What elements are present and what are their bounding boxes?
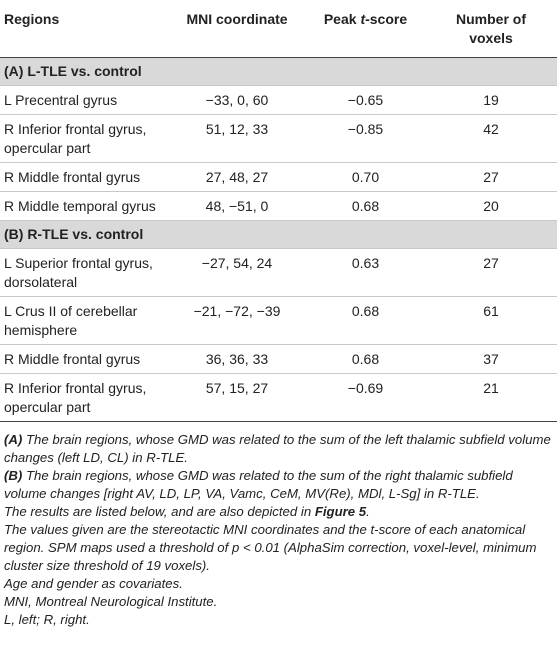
header-mni: MNI coordinate: [168, 0, 306, 58]
footnote-covariates: Age and gender as covariates.: [4, 576, 183, 591]
cell-region: L Crus II of cerebellar hemisphere: [0, 296, 168, 345]
cell-mni: 48, −51, 0: [168, 191, 306, 221]
footnote-listed: The results are listed below, and are al…: [4, 503, 553, 521]
cell-t-score: 0.70: [306, 162, 425, 192]
header-peak: Peak t-score: [306, 0, 425, 58]
table-footnotes: (A) The brain regions, whose GMD was rel…: [0, 422, 557, 629]
footnote-b: (B) The brain regions, whose GMD was rel…: [4, 467, 553, 503]
footnote-listed-suffix: .: [366, 504, 370, 519]
cell-mni: 57, 15, 27: [168, 373, 306, 422]
header-peak-suffix: -score: [365, 11, 408, 27]
footnote-abbrev: L, left; R, right.: [4, 612, 90, 627]
footnote-a-text: The brain regions, whose GMD was related…: [4, 432, 551, 465]
cell-t-score: 0.68: [306, 191, 425, 221]
footnote-b-text: The brain regions, whose GMD was related…: [4, 468, 513, 501]
cell-mni: −27, 54, 24: [168, 248, 306, 297]
cell-mni: 36, 36, 33: [168, 344, 306, 374]
table-row: R Inferior frontal gyrus, opercular part…: [0, 114, 557, 163]
footnote-values: The values given are the stereotactic MN…: [4, 522, 537, 573]
cell-t-score: 0.68: [306, 296, 425, 345]
table-row: L Crus II of cerebellar hemisphere −21, …: [0, 296, 557, 345]
section-row: (B) R-TLE vs. control: [0, 220, 557, 249]
cell-mni: 51, 12, 33: [168, 114, 306, 163]
cell-mni: 27, 48, 27: [168, 162, 306, 192]
header-peak-italic: t: [360, 11, 366, 27]
cell-voxels: 27: [425, 248, 557, 297]
cell-voxels: 42: [425, 114, 557, 163]
cell-t-score: −0.65: [306, 85, 425, 115]
cell-voxels: 19: [425, 85, 557, 115]
table-row: L Precentral gyrus −33, 0, 60 −0.65 19: [0, 85, 557, 115]
header-voxels: Number of voxels: [425, 0, 557, 58]
footnote-a: (A) The brain regions, whose GMD was rel…: [4, 431, 553, 467]
footnote-a-label: (A): [4, 432, 23, 447]
header-regions: Regions: [0, 0, 168, 58]
header-voxels-line2: voxels: [469, 30, 513, 46]
cell-region: L Precentral gyrus: [0, 85, 168, 115]
cell-region: R Inferior frontal gyrus, opercular part: [0, 114, 168, 163]
section-title-b: (B) R-TLE vs. control: [0, 220, 557, 249]
cell-voxels: 61: [425, 296, 557, 345]
cell-t-score: −0.85: [306, 114, 425, 163]
cell-voxels: 37: [425, 344, 557, 374]
table-header: Regions MNI coordinate Peak t-score Numb…: [0, 0, 557, 58]
footnote-mni: MNI, Montreal Neurological Institute.: [4, 594, 218, 609]
cell-region: L Superior frontal gyrus, dorsolateral: [0, 248, 168, 297]
section-title-a: (A) L-TLE vs. control: [0, 57, 557, 86]
cell-region: R Middle frontal gyrus: [0, 344, 168, 374]
footnote-listed-prefix: The results are listed below, and are al…: [4, 504, 315, 519]
header-voxels-line1: Number of: [456, 11, 526, 27]
cell-t-score: 0.68: [306, 344, 425, 374]
table-row: R Middle frontal gyrus 27, 48, 27 0.70 2…: [0, 162, 557, 192]
cell-t-score: −0.69: [306, 373, 425, 422]
cell-mni: −33, 0, 60: [168, 85, 306, 115]
cell-t-score: 0.63: [306, 248, 425, 297]
table-row: L Superior frontal gyrus, dorsolateral −…: [0, 248, 557, 297]
results-table: Regions MNI coordinate Peak t-score Numb…: [0, 0, 557, 422]
cell-region: R Inferior frontal gyrus, opercular part: [0, 373, 168, 422]
cell-voxels: 27: [425, 162, 557, 192]
table-row: R Middle temporal gyrus 48, −51, 0 0.68 …: [0, 191, 557, 221]
table-row: R Inferior frontal gyrus, opercular part…: [0, 373, 557, 422]
cell-region: R Middle temporal gyrus: [0, 191, 168, 221]
section-row: (A) L-TLE vs. control: [0, 57, 557, 86]
cell-voxels: 20: [425, 191, 557, 221]
cell-region: R Middle frontal gyrus: [0, 162, 168, 192]
table-row: R Middle frontal gyrus 36, 36, 33 0.68 3…: [0, 344, 557, 374]
cell-mni: −21, −72, −39: [168, 296, 306, 345]
cell-voxels: 21: [425, 373, 557, 422]
footnote-b-label: (B): [4, 468, 23, 483]
header-peak-prefix: Peak: [323, 11, 361, 27]
figure-reference: Figure 5: [314, 504, 367, 519]
